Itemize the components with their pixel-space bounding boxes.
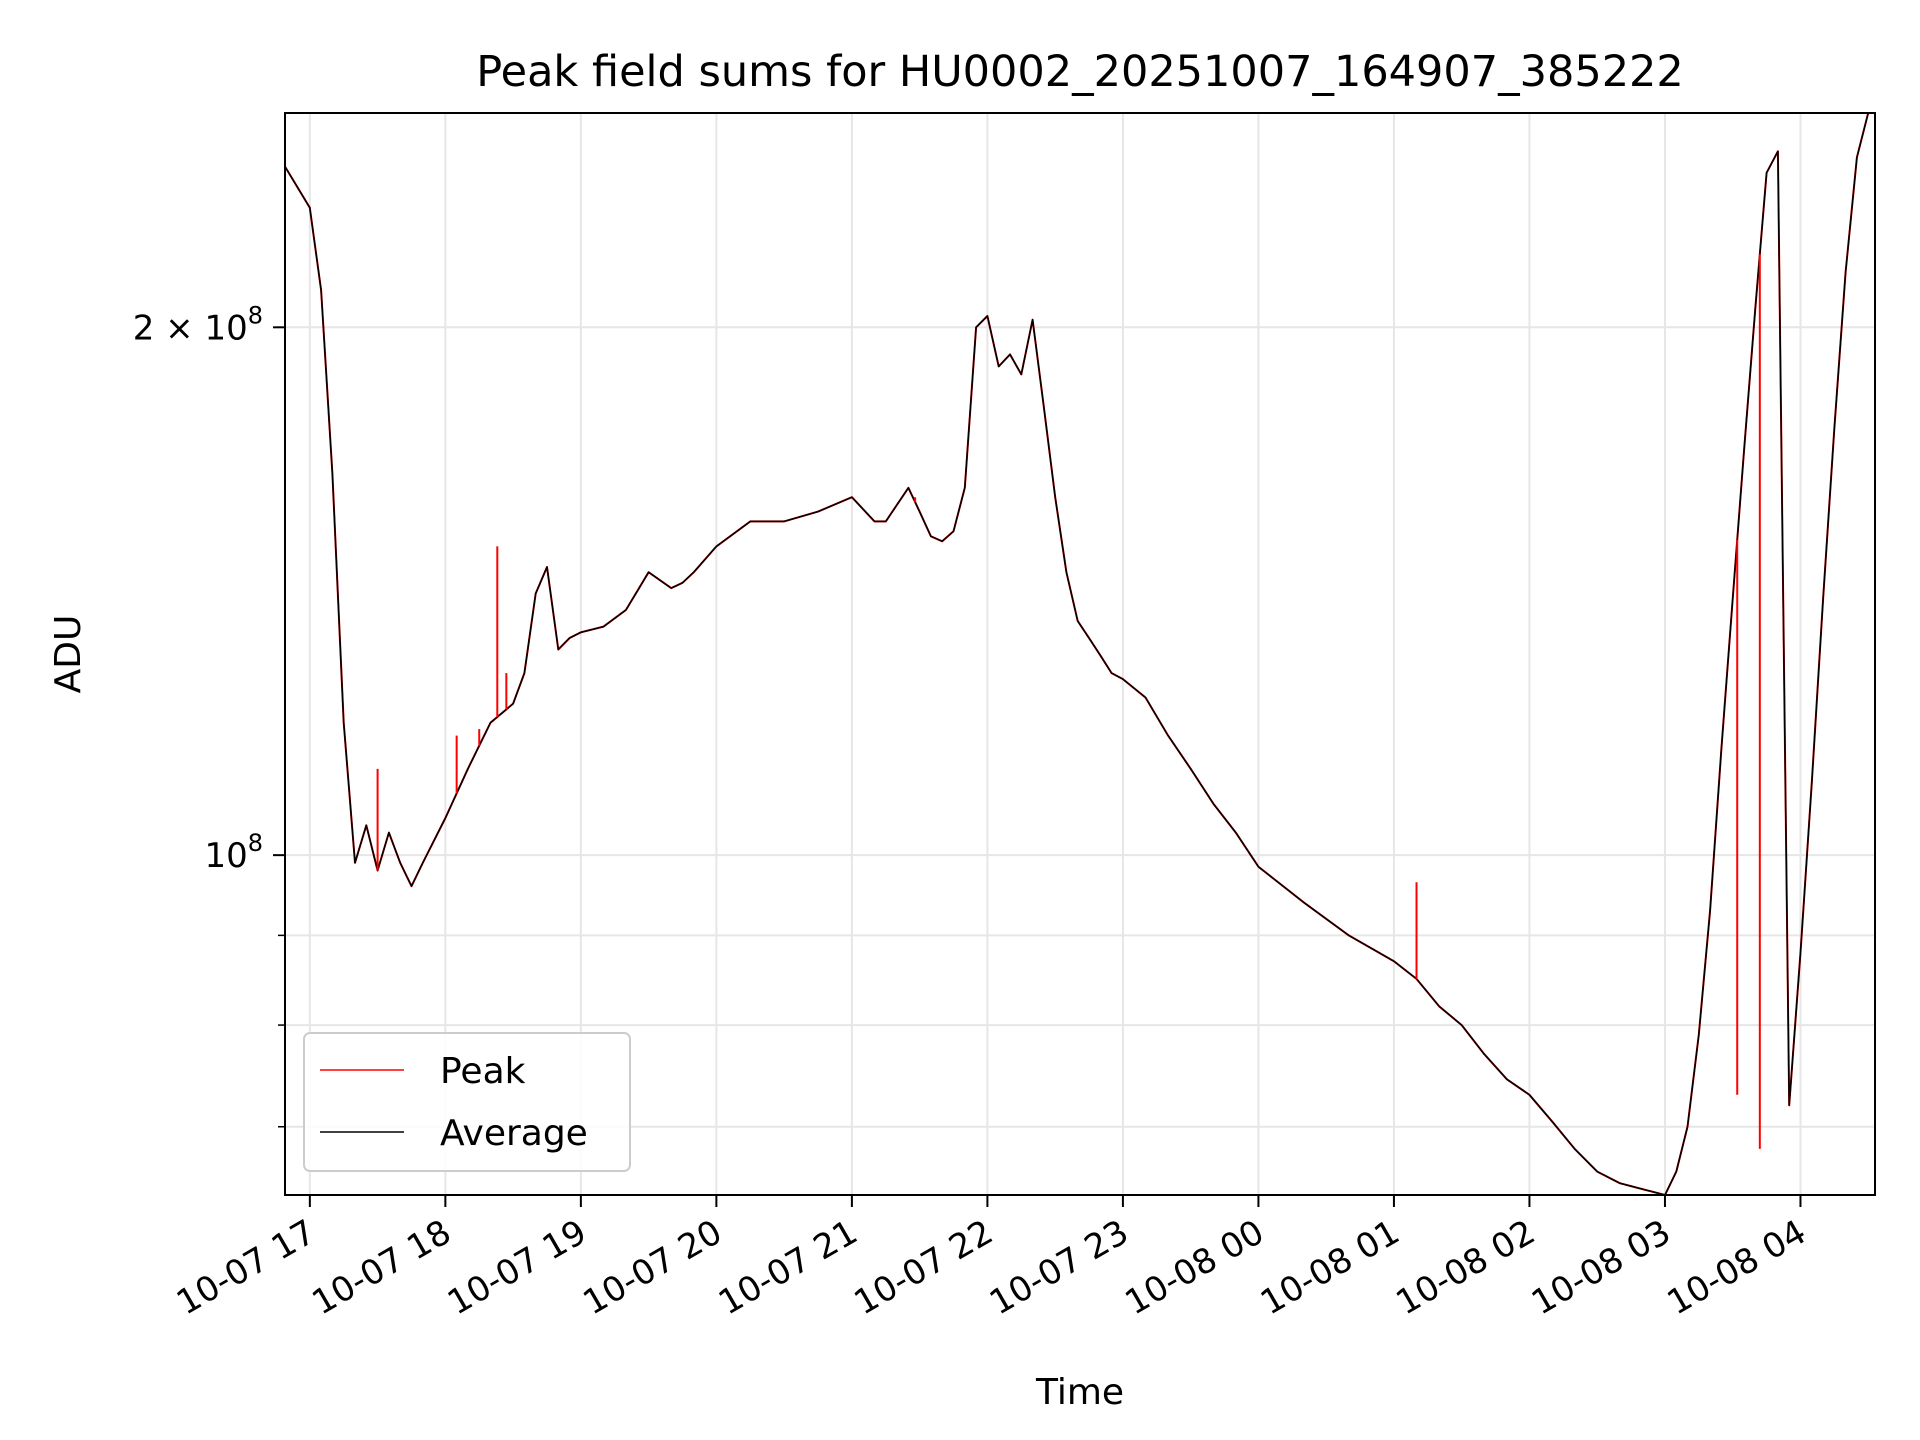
legend-box (303, 1032, 631, 1172)
y-tick-label: 2 × 108 (133, 301, 263, 348)
x-axis-label: Time (1035, 1372, 1124, 1413)
plot-frame (284, 112, 1876, 1196)
chart-title: Peak field sums for HU0002_20251007_1649… (476, 47, 1684, 97)
series-group (285, 113, 1870, 1195)
legend-label-average: Average (440, 1113, 588, 1154)
legend: Peak Average (303, 1032, 631, 1172)
y-tick-label: 108 (204, 829, 263, 876)
series-layer (285, 113, 1870, 1195)
y-axis-ticks: 108 2 × 108 (133, 301, 285, 1128)
series-line-average (285, 113, 1869, 1195)
grid (285, 113, 1875, 1195)
legend-label-peak: Peak (440, 1051, 526, 1092)
y-axis-label: ADU (48, 615, 89, 694)
